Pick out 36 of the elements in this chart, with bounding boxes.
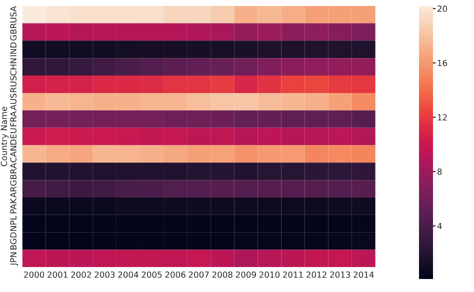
y-tick-label: BRA <box>10 162 16 179</box>
color-bar-label: 12 <box>438 114 447 120</box>
color-bar-label: 8 <box>437 168 442 175</box>
x-tick-label: 2009 <box>236 271 256 278</box>
y-tick-label: BGD <box>10 232 16 250</box>
x-tick-label: 2004 <box>118 271 138 278</box>
y-tick-label: AUS <box>10 94 16 110</box>
x-tick-label: 2012 <box>306 271 326 278</box>
y-tick-label: RUS <box>10 76 16 92</box>
x-tick-label: 2007 <box>188 271 209 278</box>
y-tick-label: IND <box>10 42 16 56</box>
x-tick-label: 2013 <box>330 271 350 278</box>
y-tick-label: PAK <box>10 198 16 214</box>
color-bar-label: 16 <box>438 60 448 66</box>
x-tick-label: 2006 <box>165 271 186 278</box>
y-axis-title: Country Name <box>0 106 9 166</box>
y-tick-label: USA <box>10 6 16 22</box>
y-tick-label: ARG <box>10 180 16 198</box>
y-tick-label: DEU <box>10 128 16 145</box>
y-tick-label: CAN <box>10 146 16 162</box>
y-tick-label: JPN <box>10 252 18 266</box>
color-bar-label: 4 <box>437 222 442 230</box>
x-tick-label: 2011 <box>283 271 303 278</box>
y-tick-label: CHN <box>10 58 16 76</box>
y-tick-label: FRA <box>10 111 16 126</box>
x-tick-label: 2003 <box>94 271 115 278</box>
y-tick-label: GBR <box>10 23 16 40</box>
color-bar-label: 20 <box>438 6 447 12</box>
y-tick-label: NPL <box>10 216 16 231</box>
x-tick-label: 2001 <box>48 271 68 278</box>
x-tick-label: 2014 <box>354 271 374 278</box>
x-tick-label: 2000 <box>24 271 44 278</box>
x-tick-label: 2008 <box>212 271 232 278</box>
x-tick-label: 2002 <box>71 271 91 278</box>
x-tick-label: 2005 <box>142 271 162 278</box>
x-tick-label: 2010 <box>259 271 280 278</box>
